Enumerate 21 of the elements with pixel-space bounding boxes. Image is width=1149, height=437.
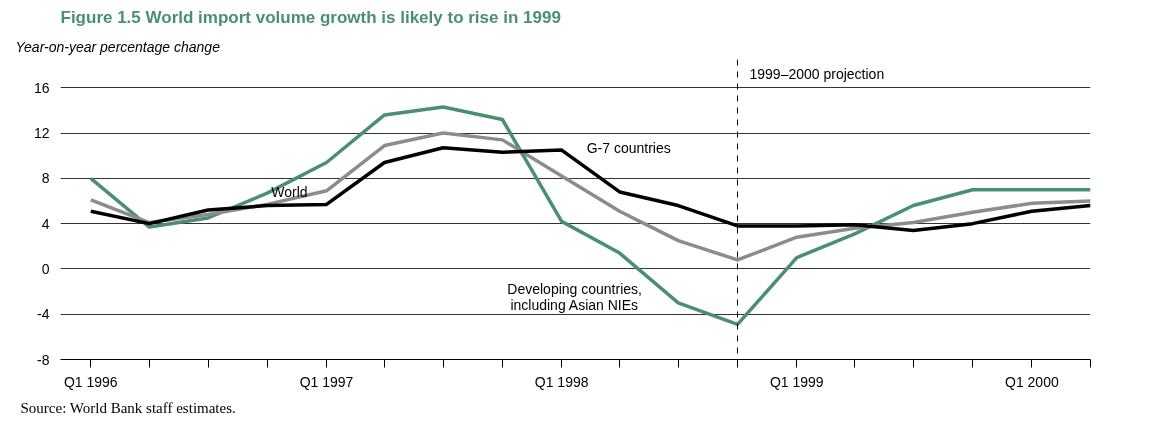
y-tick-label: 16 (33, 79, 50, 96)
y-tick-label: -4 (37, 306, 50, 323)
x-tick-label: Q1 1996 (63, 373, 118, 390)
y-tick-label: 12 (33, 125, 50, 142)
series-label: Developing countries, including Asian NIEs (507, 281, 642, 314)
y-tick-label: 8 (41, 170, 50, 187)
y-tick-label: -8 (37, 351, 50, 368)
y-tick-label: 4 (41, 215, 50, 232)
line-series (89, 105, 1091, 327)
x-tick-label: Q1 1998 (534, 373, 589, 390)
series-label: G-7 countries (586, 140, 671, 157)
ref-line-label: 1999–2000 projection (749, 65, 885, 82)
x-tick-label: Q1 2000 (1005, 373, 1059, 390)
source-note: Source: World Bank staff estimates. (20, 399, 236, 416)
y-tick-label: 0 (41, 260, 50, 277)
x-tick-label: Q1 1997 (299, 373, 354, 390)
line-series (89, 131, 1091, 262)
y-axis-title: Year-on-year percentage change (15, 38, 221, 55)
series-label: World (271, 184, 308, 201)
chart-title: Figure 1.5 World import volume growth is likely to rise in 1999 (60, 7, 561, 27)
x-tick-label: Q1 1999 (769, 373, 824, 390)
